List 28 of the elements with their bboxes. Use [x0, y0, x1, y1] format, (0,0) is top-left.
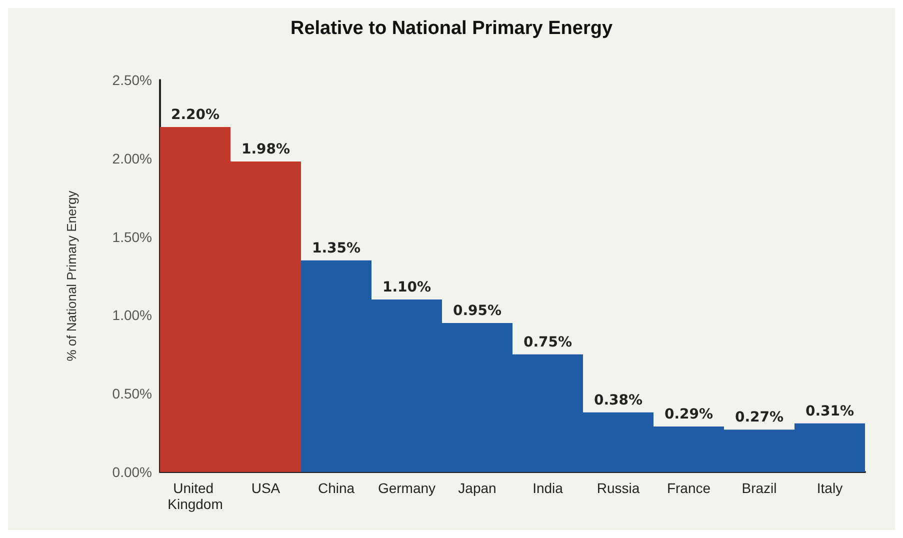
- x-tick-label: China: [318, 480, 355, 496]
- data-label: 1.98%: [241, 142, 290, 158]
- x-tick-label: France: [666, 480, 711, 496]
- y-tick-label: 1.00%: [112, 307, 152, 324]
- data-label: 0.29%: [664, 406, 714, 423]
- x-tick-label: Japan: [458, 480, 496, 496]
- y-tick-label: 0.00%: [112, 464, 152, 480]
- data-label: 2.20%: [170, 107, 220, 124]
- x-tick-label: Italy: [816, 480, 843, 496]
- x-tick-label: Russia: [596, 480, 640, 496]
- data-label: 0.95%: [452, 303, 502, 320]
- y-axis-title: % of National Primary Energy: [64, 190, 79, 362]
- y-tick-label: 1.50%: [112, 228, 152, 245]
- data-label: 1.35%: [312, 240, 361, 256]
- data-label: 0.31%: [805, 403, 854, 420]
- x-tick-label: Germany: [378, 480, 436, 496]
- x-tick-label: United Kingdom: [168, 480, 223, 512]
- data-label: 0.38%: [594, 392, 643, 408]
- data-label: 0.75%: [523, 334, 572, 350]
- y-tick-label: 0.50%: [112, 386, 152, 402]
- data-label: 0.27%: [734, 410, 784, 426]
- data-label: 1.10%: [382, 280, 432, 296]
- x-tick-label: Brazil: [742, 480, 777, 496]
- y-tick-label: 2.50%: [112, 72, 152, 88]
- x-tick-label: USA: [251, 480, 281, 496]
- y-tick-label: 2.00%: [112, 150, 152, 166]
- x-tick-label: India: [532, 480, 564, 496]
- chart-title: Relative to National Primary Energy: [290, 18, 613, 39]
